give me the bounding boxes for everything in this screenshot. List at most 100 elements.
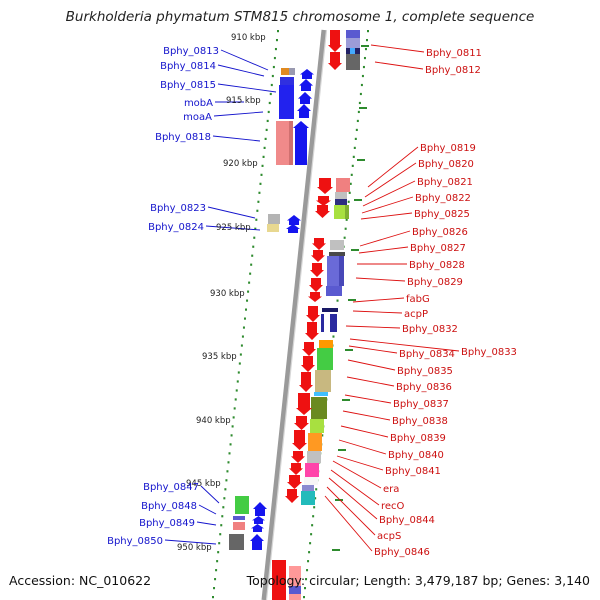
cds-box — [289, 586, 301, 594]
cds-box — [268, 214, 280, 224]
reverse-gene-arrow — [312, 238, 326, 250]
gene-label-right: Bphy_0840 — [388, 450, 444, 461]
reverse-gene-arrow — [328, 30, 342, 52]
gene-label-left: Bphy_0814 — [160, 61, 216, 72]
cds-box — [319, 340, 333, 348]
cds-box — [335, 192, 347, 199]
leader-line — [364, 162, 417, 198]
cds-box — [281, 68, 289, 75]
leader-line — [164, 539, 217, 545]
cds-box — [346, 38, 360, 48]
leader-line — [346, 376, 395, 387]
gene-label-right: Bphy_0829 — [407, 277, 463, 288]
cds-box — [305, 463, 319, 477]
scale-label: 930 kbp — [210, 289, 245, 299]
reverse-gene-arrow — [287, 475, 302, 489]
leader-line — [348, 345, 398, 354]
cds-box — [326, 286, 342, 296]
cds-box — [310, 419, 324, 433]
gene-label-left: mobA — [184, 98, 213, 109]
reverse-gene-arrow — [291, 451, 305, 463]
gene-label-right: Bphy_0839 — [390, 433, 446, 444]
gene-label-right: Bphy_0835 — [397, 366, 453, 377]
scale-layer: 910 kbp 915 kbp 920 kbp 925 kbp 930 kbp 935 k… — [177, 33, 266, 553]
reverse-gene-arrow — [285, 489, 299, 503]
cds-box — [329, 252, 345, 256]
gene-label-right: Bphy_0822 — [415, 193, 471, 204]
leader-line — [217, 64, 265, 77]
cds-box — [279, 85, 294, 119]
gene-label-right: Bphy_0846 — [374, 547, 430, 558]
leader-line — [205, 225, 261, 231]
cds-box — [276, 121, 292, 165]
gene-label-right: recO — [381, 501, 405, 512]
cds-box — [330, 240, 344, 250]
cds-box — [317, 348, 333, 370]
forward-gene-arrow — [298, 92, 312, 104]
reverse-gene-arrow — [306, 306, 320, 322]
cds-box — [289, 68, 295, 75]
leader-line — [336, 455, 384, 471]
forward-gene-arrow — [252, 516, 265, 524]
cds-box — [272, 560, 286, 600]
gene-label-right: Bphy_0828 — [409, 260, 465, 271]
gene-label-right: Bphy_0838 — [392, 416, 448, 427]
leader-line — [338, 439, 387, 455]
tick-layer — [212, 30, 369, 599]
gene-label-right: Bphy_0819 — [420, 143, 476, 154]
reverse-gene-arrow — [299, 372, 313, 392]
gene-label-left: Bphy_0823 — [150, 203, 206, 214]
gene-label-right: fabG — [406, 294, 430, 305]
reverse-gene-arrow — [308, 292, 322, 302]
scale-label: 925 kbp — [216, 223, 251, 233]
forward-gene-arrow — [287, 215, 301, 225]
reverse-gene-arrow — [302, 342, 316, 356]
leader-layer — [164, 44, 460, 552]
cds-box — [345, 205, 349, 219]
leader-line — [196, 521, 217, 526]
gene-label-right: Bphy_0827 — [410, 243, 466, 254]
leader-line — [340, 425, 389, 438]
cds-box — [301, 491, 315, 505]
genome-stats-text: Topology: circular; Length: 3,479,187 bp… — [246, 573, 590, 588]
feature-layer — [229, 30, 360, 600]
gene-label-left: Bphy_0850 — [107, 536, 163, 547]
leader-line — [345, 325, 401, 329]
scale-label: 940 kbp — [196, 416, 231, 426]
scale-label: 945 kbp — [186, 479, 221, 489]
cds-box — [302, 485, 314, 491]
gene-label-right: Bphy_0841 — [385, 466, 441, 477]
leader-line — [198, 504, 217, 515]
leader-line — [212, 135, 261, 142]
leader-line — [326, 486, 376, 536]
gene-label-left: Bphy_0848 — [141, 501, 197, 512]
scale-label: 915 kbp — [226, 96, 261, 106]
cds-box — [233, 522, 245, 530]
scale-label: 910 kbp — [231, 33, 266, 43]
cds-box — [233, 516, 245, 520]
cds-box — [315, 370, 331, 392]
cds-box — [339, 256, 344, 286]
leader-line — [217, 83, 277, 93]
cds-box — [289, 121, 293, 165]
scale-label: 950 kbp — [177, 543, 212, 553]
forward-gene-arrow — [251, 524, 264, 532]
gene-label-left: Bphy_0824 — [148, 222, 204, 233]
gene-label-right: Bphy_0820 — [418, 159, 474, 170]
reverse-gene-arrow — [301, 356, 315, 372]
gene-label-right: Bphy_0836 — [396, 382, 452, 393]
leader-line — [361, 196, 414, 214]
leader-line — [370, 44, 425, 53]
gene-label-left: Bphy_0815 — [160, 80, 216, 91]
reverse-gene-arrow — [296, 393, 312, 415]
forward-gene-arrow — [253, 502, 267, 516]
reverse-gene-arrow — [317, 178, 333, 194]
leader-line — [352, 297, 405, 303]
cds-box — [314, 392, 328, 396]
leader-line — [367, 146, 419, 188]
gene-label-right: Bphy_0837 — [393, 399, 449, 410]
cds-box — [322, 308, 338, 312]
cds-box — [308, 433, 322, 451]
leader-line — [207, 206, 256, 219]
